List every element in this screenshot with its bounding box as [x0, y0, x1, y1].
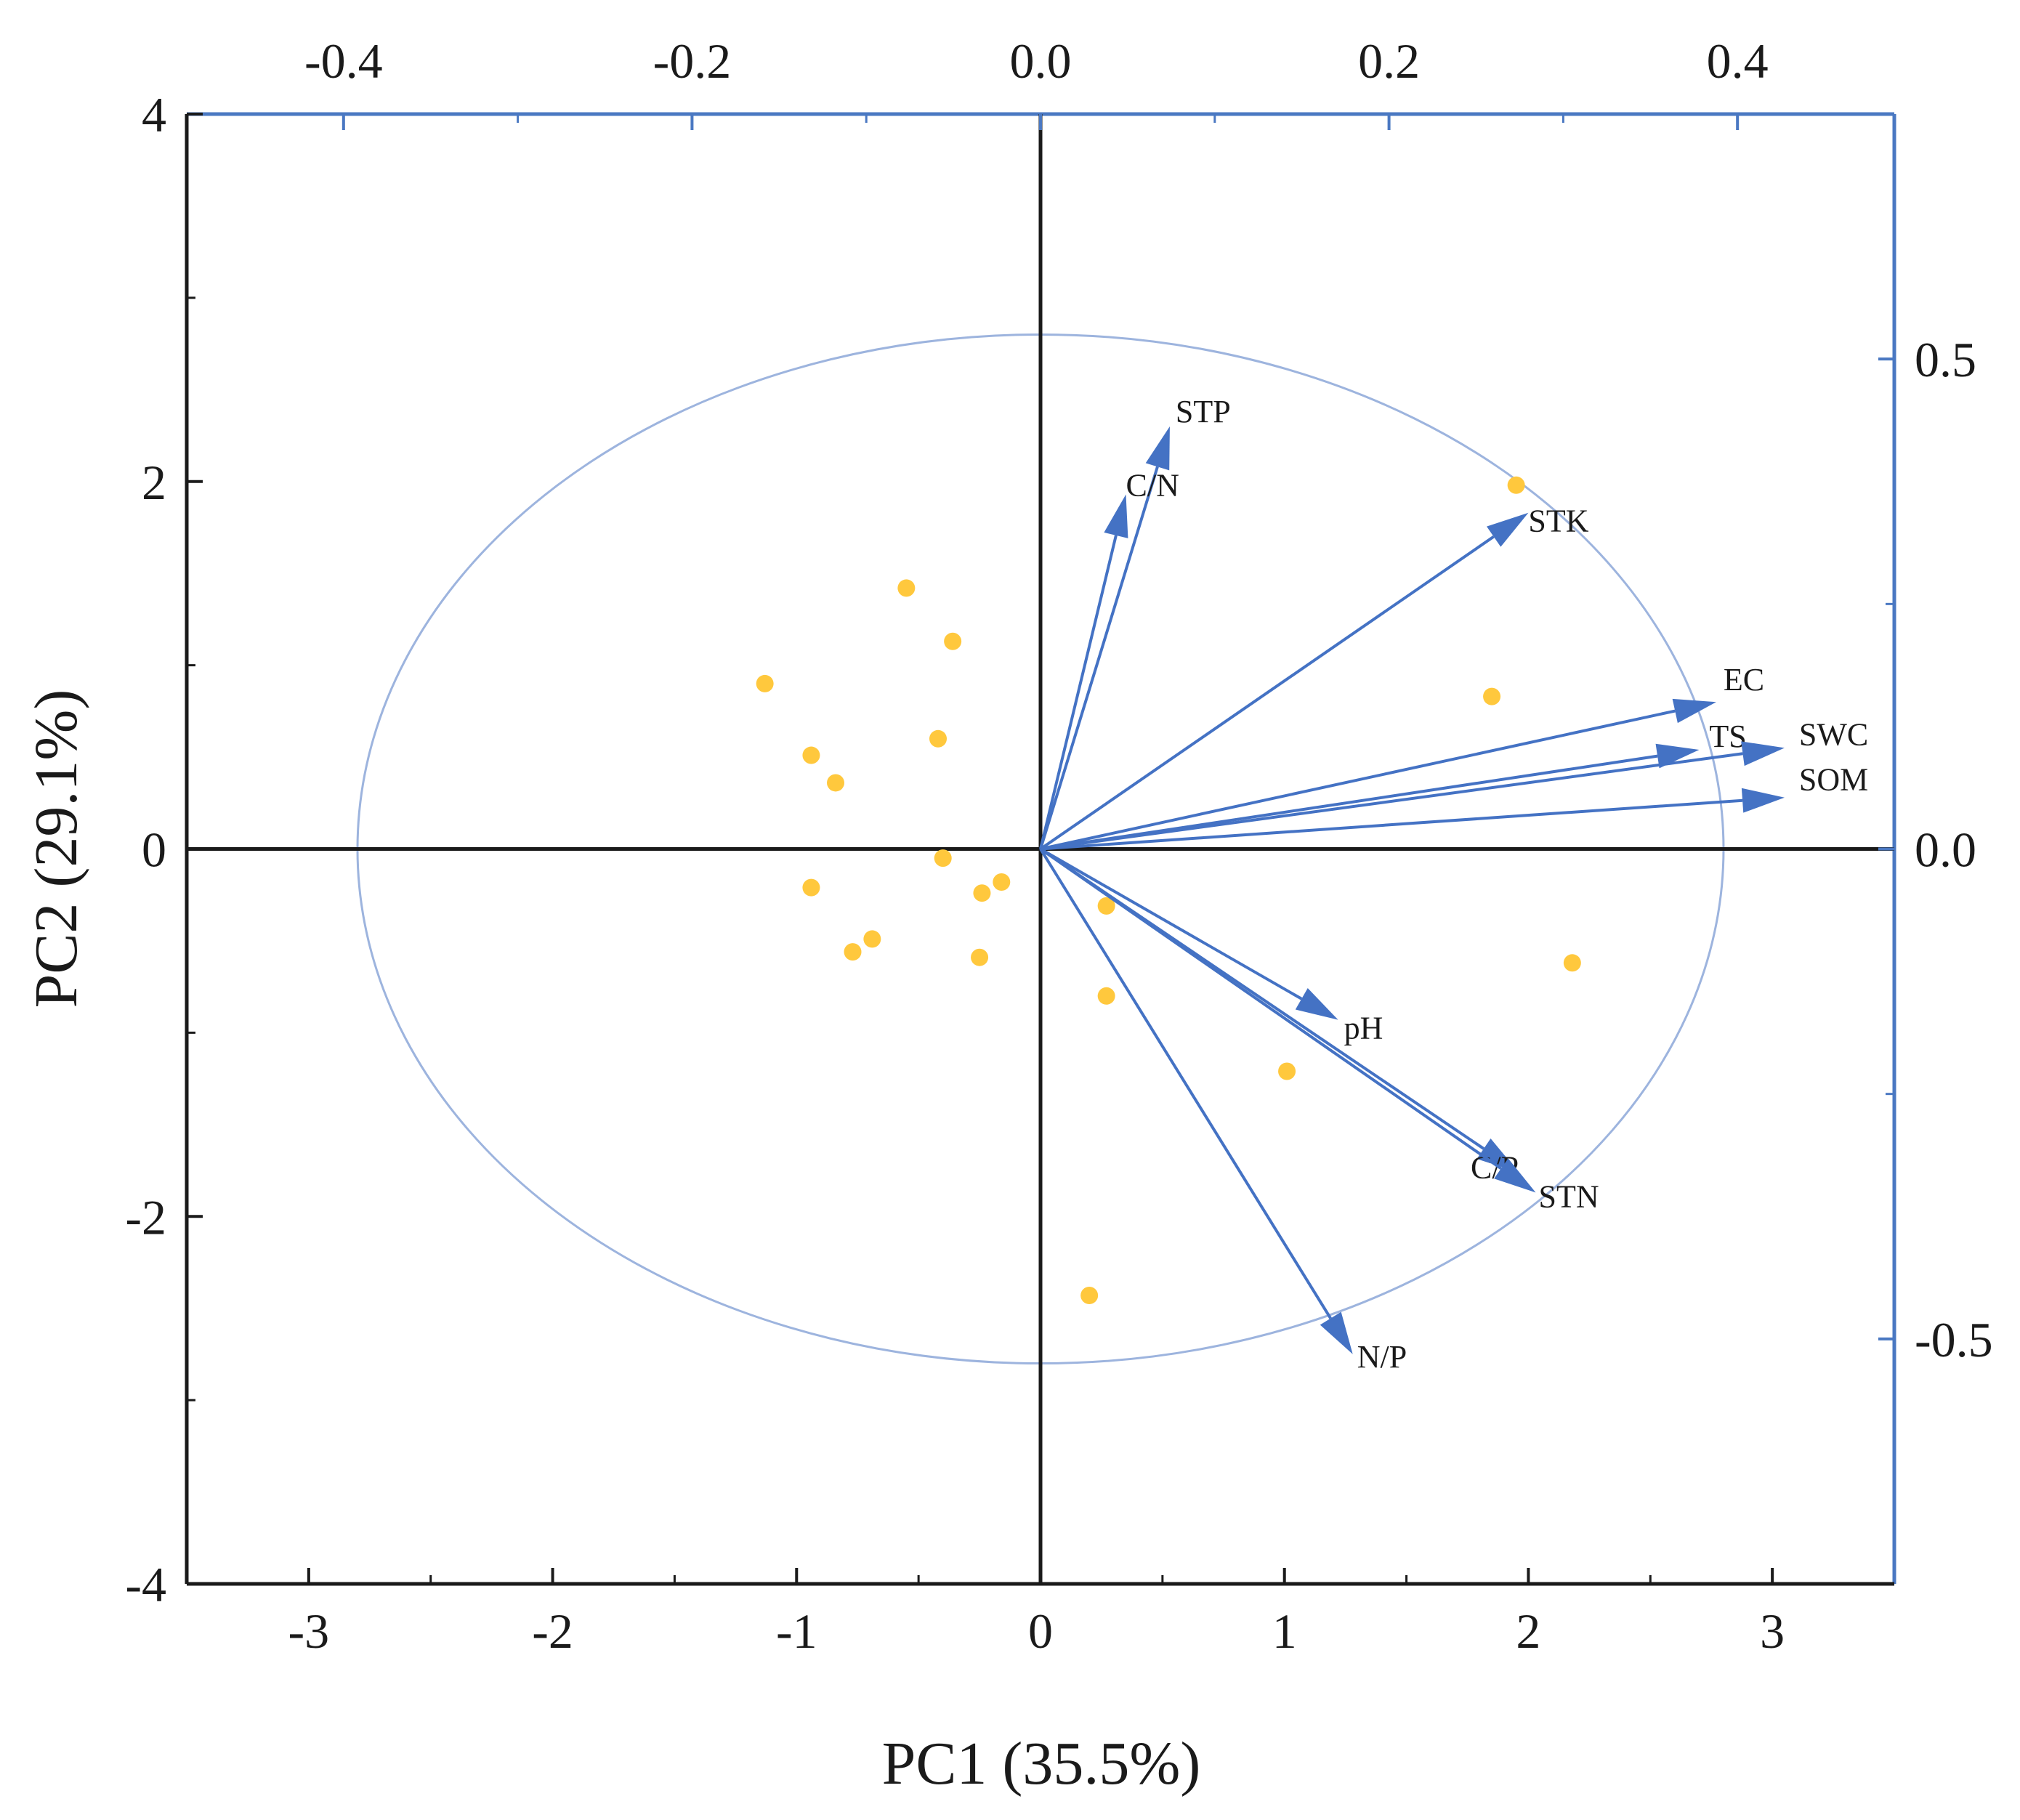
y-tick-label: 2 — [142, 455, 166, 510]
score-point — [897, 579, 916, 597]
score-point — [934, 849, 952, 867]
right-tick-label: 0.0 — [1915, 822, 1976, 878]
loading-arrow-head — [1145, 426, 1170, 471]
x-tick-label: -1 — [776, 1603, 817, 1659]
x-tick-label: -2 — [532, 1603, 573, 1659]
score-points — [756, 476, 1581, 1304]
score-point — [844, 943, 862, 961]
score-point — [1080, 1286, 1099, 1304]
right-tick-label: -0.5 — [1915, 1312, 1993, 1367]
score-point — [929, 729, 947, 748]
loading-arrow-line — [1040, 798, 1743, 851]
loading-arrow-line — [1039, 847, 1502, 1170]
score-point — [1097, 897, 1115, 915]
score-point — [802, 746, 820, 764]
loading-arrow-line — [1040, 754, 1658, 851]
score-point — [973, 884, 991, 902]
loading-arrow-head — [1741, 788, 1785, 813]
y-axis-title: PC2 (29.1%) — [23, 689, 90, 1008]
score-point — [1278, 1062, 1296, 1080]
loading-arrow-head — [1655, 743, 1700, 769]
loading-label: SWC — [1799, 716, 1868, 752]
y-tick-label: 0 — [142, 822, 166, 878]
loading-label: pH — [1344, 1011, 1383, 1046]
top-tick-label: -0.4 — [304, 33, 383, 89]
score-point — [827, 774, 844, 792]
score-point — [863, 930, 881, 948]
loading-arrow-line — [1039, 848, 1332, 1319]
loading-label: SOM — [1799, 762, 1868, 798]
loading-label: TS — [1709, 719, 1746, 754]
loading-arrow-line — [1039, 535, 1118, 849]
score-point — [1097, 987, 1115, 1005]
top-tick-label: -0.2 — [653, 33, 732, 89]
axis-ticks: -3 -2 -1 0 1 2 3 -4 -2 0 2 4 -0.4 -0.2 0.0 0.2 0.4 -0.5 0.… — [125, 33, 1992, 1659]
loading-arrow-head — [1487, 512, 1529, 547]
x-tick-label: -3 — [288, 1603, 330, 1659]
x-tick-label: 1 — [1272, 1603, 1297, 1659]
loading-arrow-head — [1320, 1311, 1353, 1354]
score-point — [802, 878, 820, 897]
loading-arrow-line — [1039, 466, 1159, 850]
x-axis-title: PC1 (35.5%) — [882, 1730, 1201, 1797]
loading-label: N/P — [1357, 1339, 1407, 1375]
score-point — [1563, 954, 1581, 972]
loading-arrow-line — [1039, 535, 1495, 851]
loading-label: EC — [1724, 662, 1764, 697]
loading-arrow-head — [1672, 698, 1716, 724]
x-tick-label: 3 — [1760, 1603, 1785, 1659]
score-point — [993, 873, 1011, 891]
loading-label: STP — [1176, 394, 1231, 429]
loading-arrow-head — [1741, 741, 1785, 767]
loading-arrow-head — [1295, 988, 1338, 1020]
y-tick-label: -4 — [125, 1557, 166, 1612]
loading-label: STN — [1539, 1178, 1599, 1214]
score-point — [756, 674, 774, 692]
x-tick-label: 2 — [1516, 1603, 1540, 1659]
x-tick-label: 0 — [1028, 1603, 1053, 1659]
loading-arrow-head — [1104, 494, 1128, 538]
score-point — [1483, 687, 1501, 705]
y-tick-label: 4 — [142, 87, 166, 142]
right-tick-label: 0.5 — [1915, 332, 1976, 387]
score-point — [971, 948, 989, 966]
loading-arrow-line — [1040, 847, 1303, 1000]
loading-label: C/N — [1126, 467, 1179, 503]
loading-arrow-head — [1494, 1158, 1536, 1193]
score-point — [944, 632, 962, 650]
top-tick-label: 0.0 — [1010, 33, 1072, 89]
top-tick-label: 0.4 — [1707, 33, 1769, 89]
top-tick-label: 0.2 — [1358, 33, 1420, 89]
y-tick-label: -2 — [125, 1189, 166, 1245]
loading-arrow-line — [1040, 752, 1743, 851]
loading-arrow-line — [1040, 709, 1676, 851]
loading-label: STK — [1528, 503, 1588, 539]
score-point — [1507, 476, 1525, 494]
